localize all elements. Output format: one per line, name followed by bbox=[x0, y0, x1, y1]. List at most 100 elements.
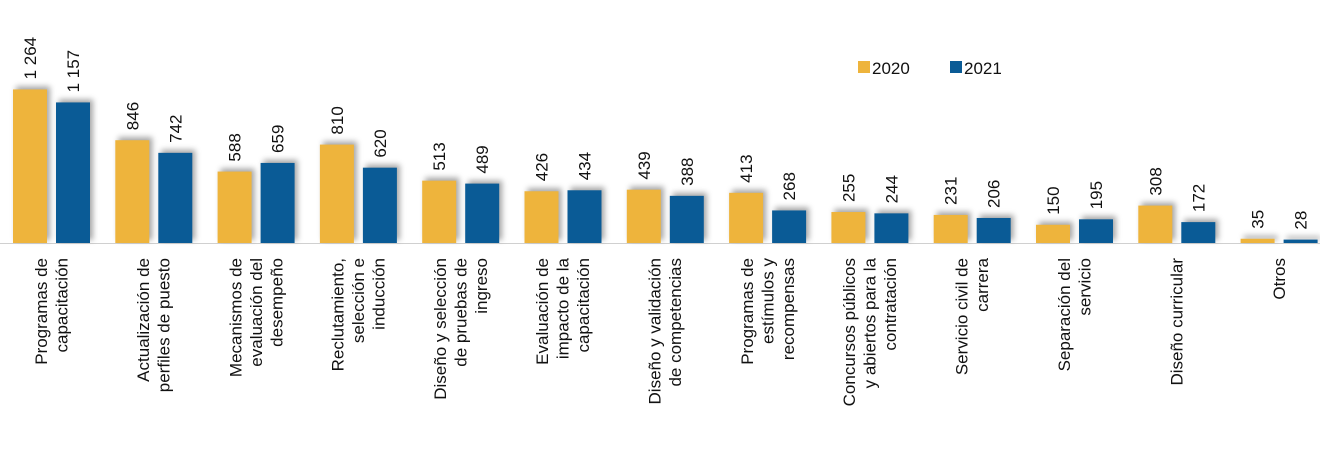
bar bbox=[260, 162, 295, 243]
label-line: Diseño y selección bbox=[431, 258, 450, 400]
bar bbox=[115, 140, 150, 243]
value-label: 268 bbox=[780, 172, 799, 200]
label-line: estímulos y bbox=[758, 258, 777, 344]
label-line: carrera bbox=[973, 257, 992, 311]
x-tick-label: Servicio civil decarrera bbox=[953, 257, 993, 375]
bar bbox=[362, 167, 397, 243]
label-line: contratación bbox=[881, 258, 900, 351]
value-label: 426 bbox=[533, 153, 552, 181]
label-line: capacitación bbox=[52, 258, 71, 353]
label-line: Otros bbox=[1270, 258, 1289, 300]
label-line: capacitación bbox=[574, 258, 593, 353]
value-label: 1 157 bbox=[64, 50, 83, 93]
x-tick-label: Evaluación deimpacto de lacapacitación bbox=[533, 257, 593, 364]
bar bbox=[1181, 222, 1216, 243]
value-label: 150 bbox=[1044, 186, 1063, 214]
x-tick-label: Diseño y selecciónde pruebas deingreso bbox=[431, 258, 491, 400]
value-label: 846 bbox=[123, 102, 142, 130]
x-tick-label: Programas decapacitación bbox=[32, 258, 72, 365]
value-label: 255 bbox=[839, 174, 858, 202]
label-line: evaluación del bbox=[247, 258, 266, 367]
label-line: desempeño bbox=[267, 258, 286, 347]
bar bbox=[422, 180, 457, 243]
label-line: Servicio civil de bbox=[953, 258, 972, 375]
value-label: 620 bbox=[371, 129, 390, 157]
bar bbox=[217, 171, 252, 243]
label-line: selección e bbox=[349, 258, 368, 343]
bar bbox=[465, 183, 500, 243]
bar bbox=[56, 102, 90, 243]
x-tick-label: Mecanismos deevaluación deldesempeño bbox=[226, 258, 286, 377]
label-line: Concursos públicos bbox=[840, 258, 859, 406]
label-line: Evaluación de bbox=[533, 258, 552, 365]
value-label: 489 bbox=[473, 145, 492, 173]
bar bbox=[1079, 219, 1113, 243]
bar bbox=[13, 89, 47, 243]
bar bbox=[933, 214, 968, 243]
label-line: de pruebas de bbox=[451, 258, 470, 367]
bar bbox=[669, 195, 704, 243]
bar bbox=[976, 217, 1011, 243]
label-line: impacto de la bbox=[554, 257, 573, 359]
value-label: 588 bbox=[226, 133, 245, 161]
x-tick-label: Programas deestímulos yrecompensas bbox=[738, 258, 798, 365]
legend-swatch bbox=[950, 61, 962, 73]
bar bbox=[772, 210, 807, 243]
label-line: ingreso bbox=[472, 258, 491, 314]
bar bbox=[874, 213, 909, 243]
label-line: inducción bbox=[370, 258, 389, 330]
value-label: 1 264 bbox=[21, 37, 40, 80]
legend-label: 2021 bbox=[964, 59, 1002, 78]
x-tick-label: Diseño y validaciónde competencias bbox=[646, 258, 686, 404]
bar bbox=[158, 152, 193, 243]
value-label: 244 bbox=[882, 175, 901, 203]
value-label: 195 bbox=[1087, 181, 1106, 209]
value-label: 28 bbox=[1292, 211, 1311, 230]
bar bbox=[1036, 224, 1070, 243]
value-label: 434 bbox=[576, 152, 595, 180]
bar bbox=[831, 212, 866, 243]
x-tick-label: Reclutamiento,selección einducción bbox=[329, 258, 389, 371]
label-line: Programas de bbox=[32, 258, 51, 365]
label-line: de competencias bbox=[666, 258, 685, 387]
legend-swatch bbox=[858, 61, 870, 73]
x-tick-label: Actualización deperfiles de puesto bbox=[134, 258, 174, 392]
label-line: y abiertos para la bbox=[861, 257, 880, 388]
value-label: 810 bbox=[328, 106, 347, 134]
label-line: recompensas bbox=[779, 258, 798, 360]
label-line: Mecanismos de bbox=[226, 258, 245, 377]
value-label: 388 bbox=[678, 157, 697, 185]
label-line: Programas de bbox=[738, 258, 757, 365]
x-tick-label: Otros bbox=[1270, 258, 1289, 300]
value-label: 231 bbox=[942, 177, 961, 205]
value-label: 439 bbox=[635, 151, 654, 179]
label-line: perfiles de puesto bbox=[155, 258, 174, 392]
bar bbox=[319, 144, 354, 243]
x-tick-label: Separación delservicio bbox=[1055, 258, 1095, 371]
value-label: 206 bbox=[985, 180, 1004, 208]
x-tick-label: Concursos públicosy abiertos para lacont… bbox=[840, 257, 900, 406]
label-line: Diseño curricular bbox=[1167, 258, 1186, 386]
value-label: 742 bbox=[166, 114, 185, 142]
bar bbox=[626, 189, 661, 243]
bar bbox=[567, 190, 602, 243]
bar bbox=[1138, 205, 1173, 243]
value-label: 659 bbox=[269, 125, 288, 153]
value-label: 513 bbox=[430, 142, 449, 170]
x-tick-label: Diseño curricular bbox=[1167, 258, 1186, 386]
value-label: 413 bbox=[737, 154, 756, 182]
label-line: Separación del bbox=[1055, 258, 1074, 371]
bar bbox=[1283, 239, 1318, 243]
value-label: 308 bbox=[1146, 167, 1165, 195]
legend-label: 2020 bbox=[872, 59, 910, 78]
label-line: Diseño y validación bbox=[646, 258, 665, 404]
value-label: 35 bbox=[1249, 210, 1268, 229]
label-line: Actualización de bbox=[134, 258, 153, 382]
label-line: servicio bbox=[1075, 258, 1094, 316]
bar bbox=[524, 191, 559, 243]
value-label: 172 bbox=[1189, 184, 1208, 212]
bar bbox=[729, 192, 764, 243]
bar bbox=[1240, 238, 1275, 243]
label-line: Reclutamiento, bbox=[329, 258, 348, 371]
